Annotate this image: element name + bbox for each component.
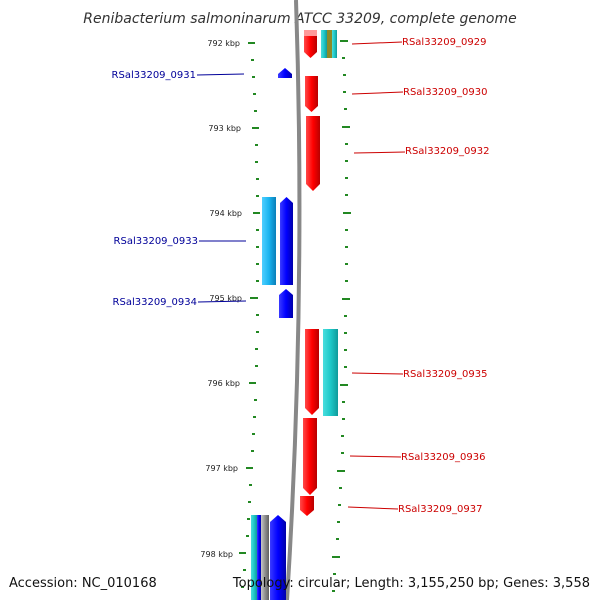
forward-gene-labels: RSal33209_0929 RSal33209_0930 RSal33209_… [347,37,489,515]
tick-label-793: 793 kbp [208,124,241,133]
cds-rsal33209-0929-top-pink [304,30,317,36]
genome-backbone [285,0,302,600]
cds-rsal33209-0937[interactable] [300,496,314,516]
cds-rsal33209-0933[interactable] [280,197,293,285]
cds-rsal33209-0929-overlay-olive [327,30,332,58]
cds-rsal33209-0935[interactable] [305,329,319,415]
tick-label-798: 798 kbp [200,550,233,559]
cds-rsal33209-0935-overlay-cyan [323,329,338,416]
cds-rsal33209-0931[interactable] [278,68,292,78]
gene-label-rsal33209-0930[interactable]: RSal33209_0930 [403,87,487,98]
feature-bottom-blue-thin [257,515,261,600]
leader-line [347,506,399,510]
gene-label-rsal33209-0929[interactable]: RSal33209_0929 [402,37,486,48]
gene-label-rsal33209-0935[interactable]: RSal33209_0935 [403,369,487,380]
forward-strand-features [300,30,338,516]
cds-rsal33209-0932[interactable] [306,116,320,191]
leader-line [196,73,245,76]
cds-rsal33209-0934[interactable] [279,289,293,318]
cds-rsal33209-0929-overlay-cyan [321,30,327,58]
gene-label-rsal33209-0933[interactable]: RSal33209_0933 [114,236,198,247]
topology-summary: Topology: circular; Length: 3,155,250 bp… [232,576,590,591]
leader-line [353,151,406,154]
tick-label-797: 797 kbp [205,464,238,473]
leader-line [349,455,402,458]
feature-bottom-grey [261,515,269,600]
feature-rsal33209-0933-light-blue [262,197,276,285]
feature-bottom-cyan [251,515,257,600]
cds-bottom-blue[interactable] [270,515,286,600]
gene-label-rsal33209-0931[interactable]: RSal33209_0931 [112,70,196,81]
scale-ticks: 792 kbp 793 kbp 794 kbp 795 kbp 796 kbp … [200,39,242,559]
leader-line [351,372,404,375]
tick-label-794: 794 kbp [209,209,242,218]
gene-label-rsal33209-0937[interactable]: RSal33209_0937 [398,504,482,515]
reverse-gene-labels: RSal33209_0931 RSal33209_0933 RSal33209_… [112,70,247,308]
cds-rsal33209-0936[interactable] [303,418,317,495]
cds-rsal33209-0930[interactable] [305,76,318,112]
gene-label-rsal33209-0932[interactable]: RSal33209_0932 [405,146,489,157]
map-title: Renibacterium salmoninarum ATCC 33209, c… [83,11,516,27]
leader-line [351,41,403,45]
cds-rsal33209-0929[interactable] [304,30,317,58]
tick-label-792: 792 kbp [207,39,240,48]
leader-line [197,300,247,303]
gene-label-rsal33209-0936[interactable]: RSal33209_0936 [401,452,485,463]
reverse-strand-features [251,68,293,600]
gene-label-rsal33209-0934[interactable]: RSal33209_0934 [113,297,197,308]
gc-skew-track-left [239,42,260,588]
tick-label-795: 795 kbp [209,294,242,303]
cds-rsal33209-0929-overlay-teal [332,30,337,58]
gc-content-track-right [332,40,351,592]
leader-line [351,91,404,95]
tick-label-796: 796 kbp [207,379,240,388]
accession-label: Accession: NC_010168 [9,576,157,591]
